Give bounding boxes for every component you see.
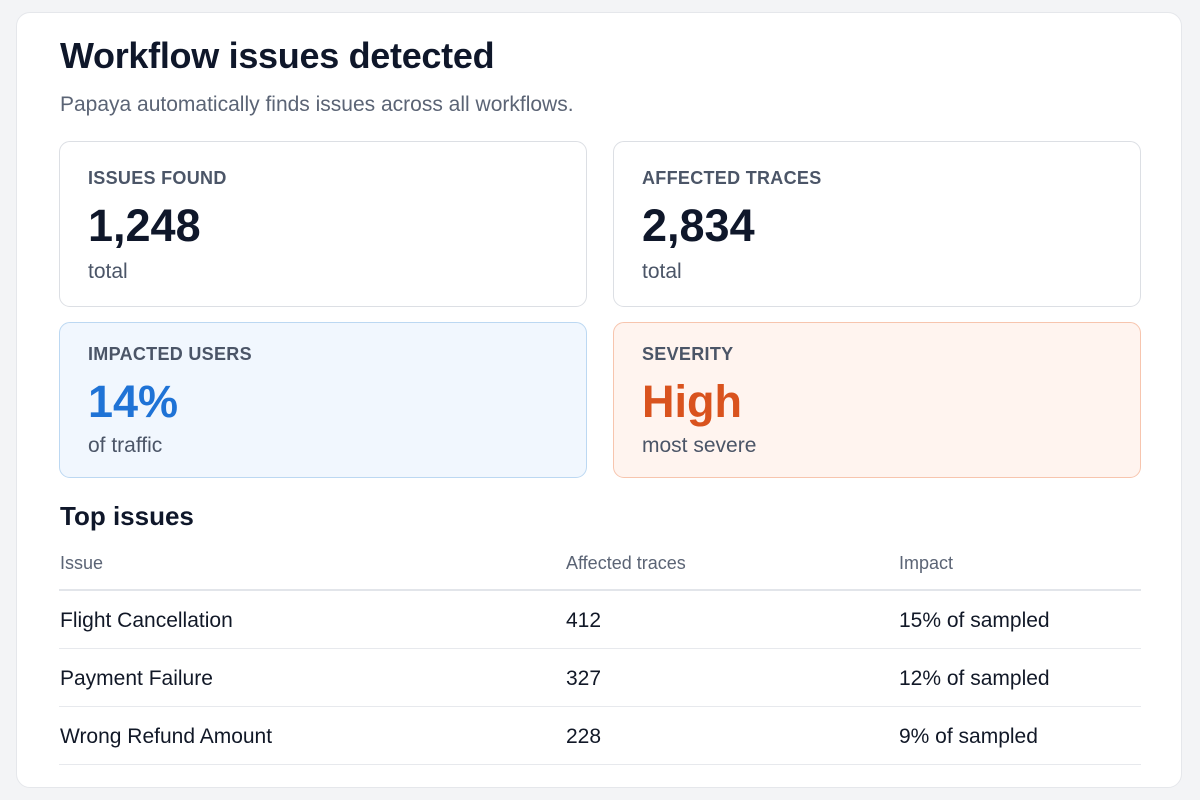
impact-value: 9% of sampled bbox=[899, 725, 1038, 748]
issue-name: Payment Failure bbox=[60, 667, 213, 690]
stat-value: 1,248 bbox=[88, 200, 201, 251]
stat-card-impacted-users: IMPACTED USERS 14% of traffic bbox=[59, 322, 587, 478]
stat-label: IMPACTED USERS bbox=[88, 344, 252, 364]
column-header-impact: Impact bbox=[899, 553, 954, 573]
affected-traces-count: 412 bbox=[566, 609, 602, 632]
impact-value: 15% of sampled bbox=[899, 609, 1050, 632]
issue-name: Flight Cancellation bbox=[60, 609, 233, 632]
affected-traces-count: 228 bbox=[566, 725, 602, 748]
stat-caption: most severe bbox=[642, 434, 757, 457]
stat-value: 14% bbox=[88, 376, 179, 427]
column-header-affected-traces: Affected traces bbox=[566, 553, 686, 573]
stat-value: 2,834 bbox=[642, 200, 755, 251]
stat-label: AFFECTED TRACES bbox=[642, 168, 822, 188]
workflow-issues-card: Workflow issues detected Papaya automati… bbox=[16, 12, 1182, 788]
table-header: Issue Affected traces Impact bbox=[59, 543, 1141, 591]
issue-name: Wrong Refund Amount bbox=[60, 725, 273, 748]
impact-value: 12% of sampled bbox=[899, 667, 1050, 690]
table-row: Payment Failure 327 12% of sampled bbox=[59, 649, 1141, 707]
stat-caption: total bbox=[88, 260, 128, 283]
stat-card-issues-found: ISSUES FOUND 1,248 total bbox=[59, 141, 587, 307]
page-subtitle: Papaya automatically finds issues across… bbox=[60, 93, 574, 116]
top-issues-table: Issue Affected traces Impact Flight Canc… bbox=[59, 543, 1141, 765]
stat-card-severity: SEVERITY High most severe bbox=[613, 322, 1141, 478]
stat-caption: total bbox=[642, 260, 682, 283]
stat-label: ISSUES FOUND bbox=[88, 168, 227, 188]
affected-traces-count: 327 bbox=[566, 667, 602, 690]
top-issues-title: Top issues bbox=[60, 501, 194, 531]
column-header-issue: Issue bbox=[60, 553, 104, 573]
stat-card-affected-traces: AFFECTED TRACES 2,834 total bbox=[613, 141, 1141, 307]
table-row: Flight Cancellation 412 15% of sampled bbox=[59, 591, 1141, 649]
table-row: Wrong Refund Amount 228 9% of sampled bbox=[59, 707, 1141, 765]
stat-caption: of traffic bbox=[88, 434, 163, 457]
page-title: Workflow issues detected bbox=[60, 35, 495, 76]
stat-label: SEVERITY bbox=[642, 344, 734, 364]
stat-value: High bbox=[642, 376, 742, 427]
